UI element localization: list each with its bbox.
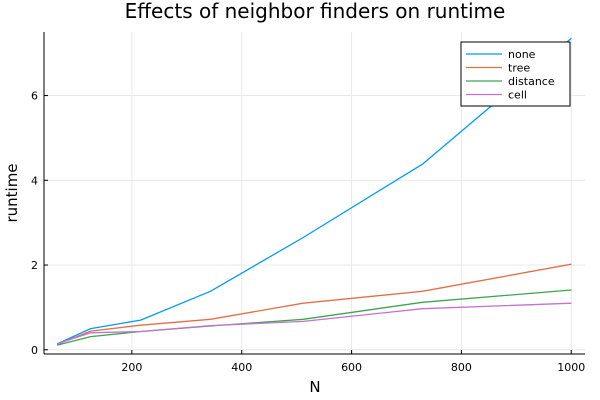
legend-label-tree: tree (508, 62, 530, 75)
series-line-tree (56, 263, 572, 345)
y-axis-label: runtime (3, 163, 21, 222)
x-tick-label: 400 (231, 361, 252, 374)
x-tick-label: 200 (121, 361, 142, 374)
ticks: 200 400 600 800 1000 0 2 4 6 (31, 90, 585, 374)
x-axis-label: N (309, 378, 320, 396)
legend-box (460, 41, 571, 107)
y-tick-label: 4 (31, 174, 38, 187)
series-line-distance (57, 289, 572, 346)
x-tick-label: 800 (451, 361, 472, 374)
y-tick-label: 0 (31, 344, 38, 357)
chart-title: Effects of neighbor finders on runtime (125, 0, 506, 23)
series-line-none (56, 37, 572, 345)
legend-label-cell: cell (508, 89, 527, 102)
y-tick-label: 2 (31, 259, 38, 272)
series-layer (56, 37, 572, 346)
legend-label-none: none (508, 48, 536, 61)
y-tick-label: 6 (31, 90, 38, 103)
x-tick-label: 600 (341, 361, 362, 374)
axes (43, 32, 585, 355)
series-line-cell (56, 302, 572, 345)
x-tick-label: 1000 (557, 361, 585, 374)
legend-label-distance: distance (508, 75, 555, 88)
